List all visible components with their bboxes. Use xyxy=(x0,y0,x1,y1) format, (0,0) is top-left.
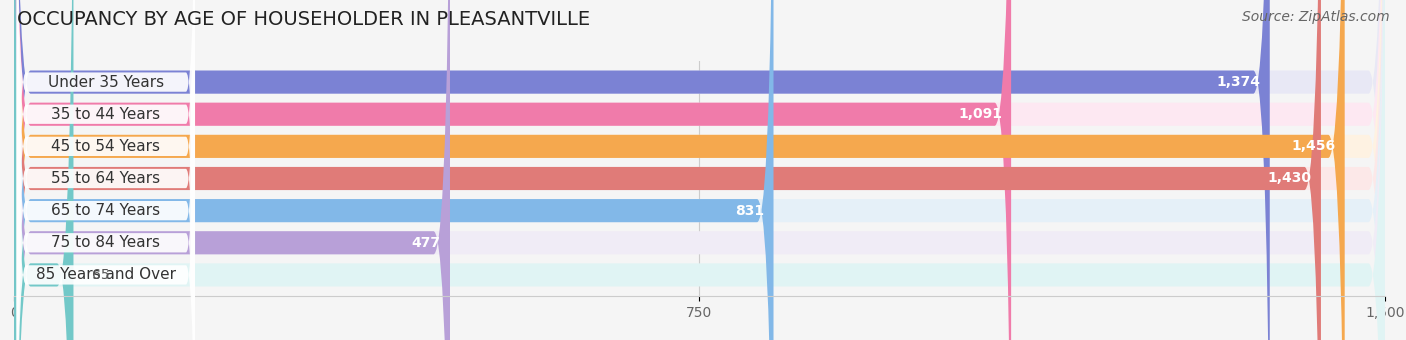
FancyBboxPatch shape xyxy=(14,0,1385,340)
FancyBboxPatch shape xyxy=(14,0,1385,340)
FancyBboxPatch shape xyxy=(14,0,773,340)
FancyBboxPatch shape xyxy=(14,0,450,340)
Text: OCCUPANCY BY AGE OF HOUSEHOLDER IN PLEASANTVILLE: OCCUPANCY BY AGE OF HOUSEHOLDER IN PLEAS… xyxy=(17,10,591,29)
Text: 55 to 64 Years: 55 to 64 Years xyxy=(52,171,160,186)
FancyBboxPatch shape xyxy=(14,0,1385,340)
Text: 35 to 44 Years: 35 to 44 Years xyxy=(52,107,160,122)
FancyBboxPatch shape xyxy=(17,0,195,340)
Text: 1,374: 1,374 xyxy=(1216,75,1261,89)
FancyBboxPatch shape xyxy=(17,0,195,340)
Text: 477: 477 xyxy=(412,236,441,250)
FancyBboxPatch shape xyxy=(17,0,195,340)
FancyBboxPatch shape xyxy=(14,0,1385,340)
FancyBboxPatch shape xyxy=(14,0,1385,340)
FancyBboxPatch shape xyxy=(17,0,195,340)
FancyBboxPatch shape xyxy=(14,0,1344,340)
Text: 1,456: 1,456 xyxy=(1292,139,1336,153)
FancyBboxPatch shape xyxy=(14,0,1011,340)
Text: 85 Years and Over: 85 Years and Over xyxy=(37,268,176,283)
FancyBboxPatch shape xyxy=(14,0,1385,340)
FancyBboxPatch shape xyxy=(14,0,1270,340)
FancyBboxPatch shape xyxy=(14,0,1385,340)
Text: 75 to 84 Years: 75 to 84 Years xyxy=(52,235,160,250)
Text: Under 35 Years: Under 35 Years xyxy=(48,74,165,89)
FancyBboxPatch shape xyxy=(17,0,195,340)
FancyBboxPatch shape xyxy=(17,0,195,340)
Text: 65 to 74 Years: 65 to 74 Years xyxy=(52,203,160,218)
FancyBboxPatch shape xyxy=(17,0,195,340)
Text: 1,091: 1,091 xyxy=(957,107,1002,121)
Text: 1,430: 1,430 xyxy=(1268,171,1312,186)
FancyBboxPatch shape xyxy=(14,0,1322,340)
Text: 45 to 54 Years: 45 to 54 Years xyxy=(52,139,160,154)
Text: 65: 65 xyxy=(91,268,110,282)
FancyBboxPatch shape xyxy=(14,0,73,340)
Text: 831: 831 xyxy=(735,204,765,218)
Text: Source: ZipAtlas.com: Source: ZipAtlas.com xyxy=(1241,10,1389,24)
